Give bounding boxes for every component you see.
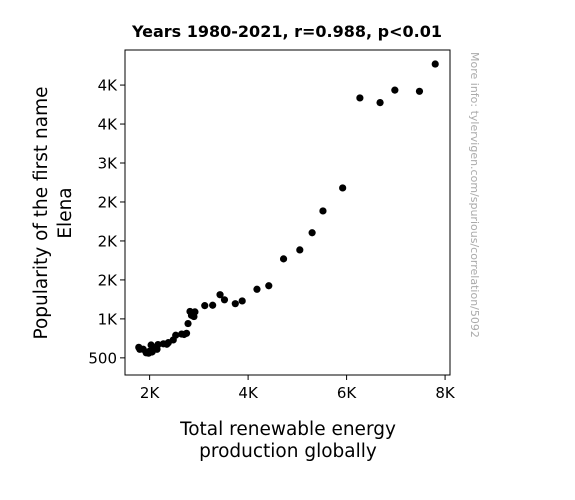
data-point <box>265 282 273 290</box>
data-point <box>220 296 229 304</box>
data-point <box>231 300 239 308</box>
data-point <box>308 229 316 237</box>
data-point <box>279 255 288 263</box>
y-tick-label: 500 <box>88 349 117 367</box>
y-tick-label: 3K <box>98 155 119 173</box>
y-axis-label-line-1: Popularity of the first name <box>31 86 52 339</box>
y-tick-label: 1K <box>98 310 119 328</box>
data-points <box>135 60 439 357</box>
y-tick-label: 2K <box>98 193 119 211</box>
x-tick-label: 6K <box>337 384 358 402</box>
plot-area-frame <box>124 49 451 376</box>
y-axis-label-line-2: Elena <box>55 187 76 238</box>
x-axis-label-line-1: Total renewable energy <box>179 419 396 440</box>
y-tick-label: 2K <box>98 271 119 289</box>
data-point <box>356 94 364 102</box>
y-axis-ticks: 500 1K 2K 2K 2K 3K 4K 4K <box>88 77 125 367</box>
data-point <box>431 60 439 68</box>
watermark-text: More info: tylervigen.com/spurious/corre… <box>468 52 481 338</box>
y-tick-label: 2K <box>98 232 119 250</box>
data-point <box>319 207 327 215</box>
chart-title: Years 1980-2021, r=0.988, p<0.01 <box>131 22 442 41</box>
data-point <box>154 341 162 349</box>
data-point <box>296 246 304 254</box>
data-point <box>391 86 399 94</box>
data-point <box>216 291 224 299</box>
data-point <box>376 99 384 107</box>
y-tick-label: 4K <box>98 116 119 134</box>
data-point <box>172 331 180 339</box>
x-tick-label: 4K <box>238 384 259 402</box>
x-tick-label: 2K <box>140 384 161 402</box>
data-point <box>415 87 424 95</box>
x-tick-label: 8K <box>435 384 456 402</box>
y-tick-label: 4K <box>98 77 119 95</box>
data-point <box>339 184 347 192</box>
data-point <box>201 302 209 310</box>
data-point <box>253 285 261 293</box>
x-axis-ticks: 2K 4K 6K 8K <box>140 375 456 402</box>
x-axis-label: Total renewable energy production global… <box>179 419 396 462</box>
y-axis-label: Popularity of the first name Elena <box>31 86 76 339</box>
data-point <box>209 301 217 309</box>
data-point <box>184 319 192 328</box>
data-point <box>182 329 191 337</box>
x-axis-label-line-2: production globally <box>199 441 377 462</box>
data-point <box>238 297 246 305</box>
data-point <box>191 308 199 316</box>
